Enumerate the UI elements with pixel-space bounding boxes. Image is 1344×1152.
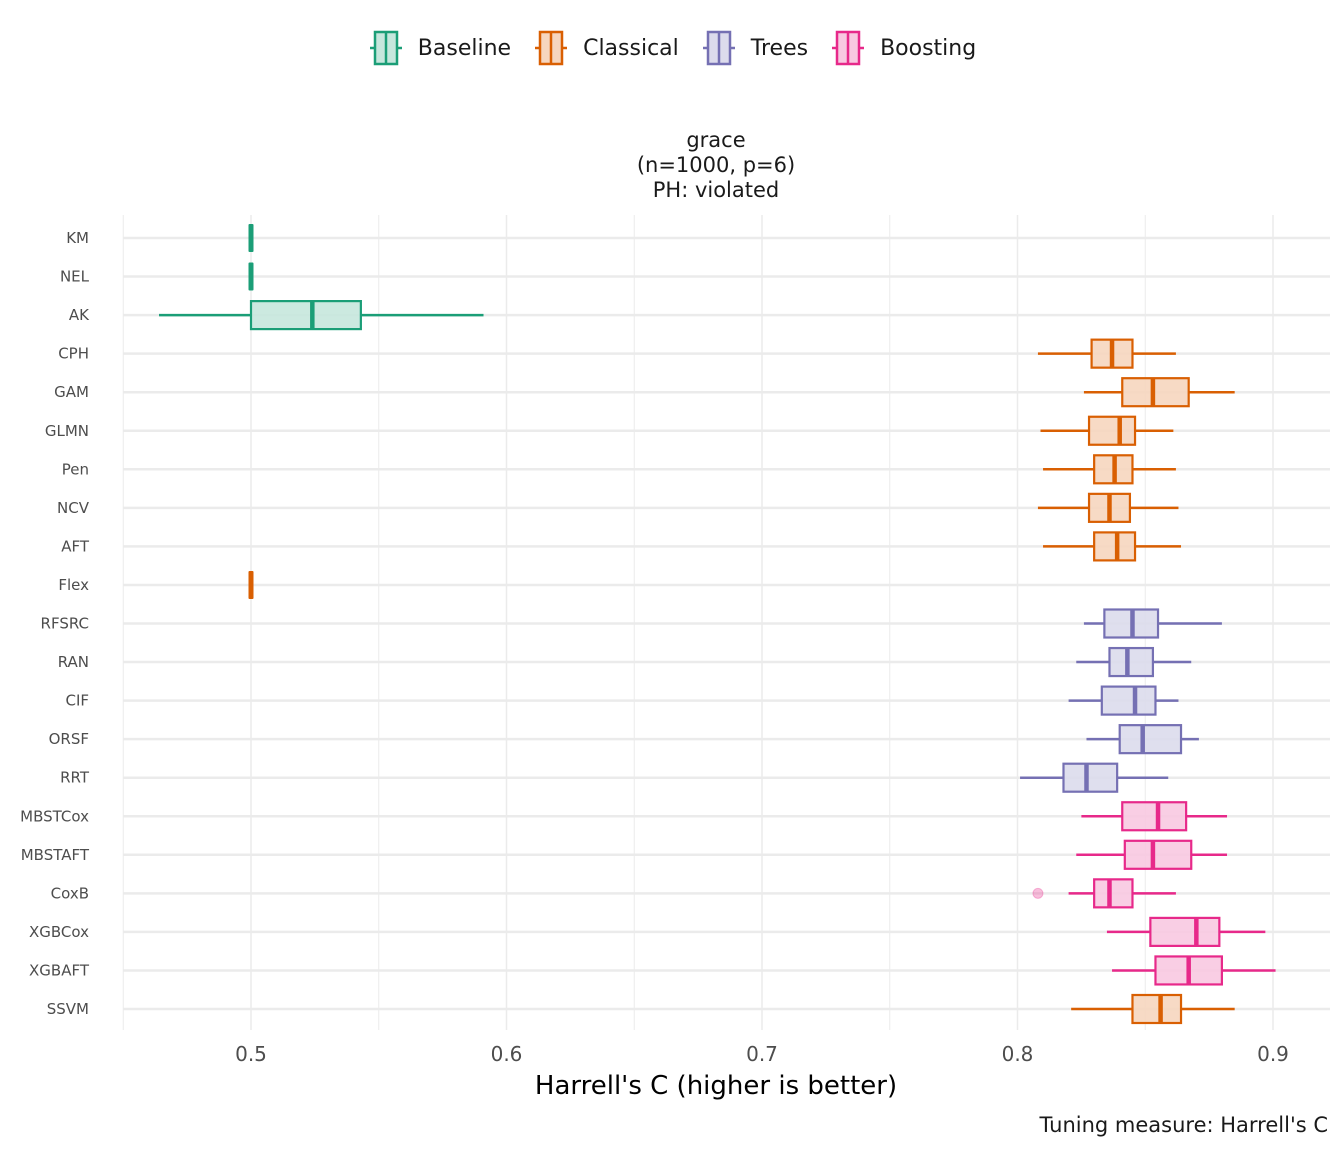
y-tick-label: CoxB	[51, 884, 89, 902]
x-tick-label: 0.6	[491, 1042, 523, 1066]
legend-item-boosting: Boosting	[830, 30, 976, 66]
y-tick-label: Flex	[58, 576, 89, 594]
y-tick-label: NCV	[57, 499, 90, 517]
x-tick-label: 0.7	[746, 1042, 778, 1066]
legend-label: Classical	[583, 35, 679, 61]
y-tick-label: Pen	[62, 460, 89, 478]
y-tick-label: SSVM	[47, 1000, 89, 1018]
iqr-box	[1123, 839, 1193, 870]
boxplot-mbstaft	[1076, 839, 1228, 870]
iqr-box	[1093, 531, 1137, 562]
median-line	[248, 224, 254, 252]
facet-strip-title: grace (n=1000, p=6) PH: violated	[100, 128, 1332, 203]
boxplot-glmn	[1040, 415, 1174, 446]
x-tick-label: 0.8	[1002, 1042, 1034, 1066]
y-tick-label: GLMN	[45, 422, 89, 440]
boxplot-xgbcox	[1106, 916, 1266, 948]
legend: Baseline Classical Trees Boosting	[0, 30, 1344, 66]
y-tick-label: AFT	[61, 537, 90, 555]
legend-item-trees: Trees	[701, 30, 808, 66]
iqr-box	[1131, 993, 1183, 1025]
boxplot-rfsrc	[1083, 608, 1222, 639]
boxplot-gam	[1083, 377, 1235, 408]
y-tick-label: XGBAFT	[29, 961, 90, 979]
y-tick-label: XGBCox	[29, 923, 89, 941]
boxplot-aft	[1043, 531, 1182, 562]
caption: Tuning measure: Harrell's C	[1039, 1113, 1328, 1137]
y-tick-label: ORSF	[49, 730, 89, 748]
boxplot-pen	[1043, 454, 1176, 485]
boxplot-coxb	[1032, 878, 1176, 909]
boxplot-cif	[1068, 685, 1179, 716]
outlier-point	[1032, 887, 1044, 899]
y-axis-labels: KM NEL AK CPH GAM GLMN Pen NCV AFT Flex RFSRC RAN CI…	[20, 229, 90, 1018]
iqr-box	[1062, 762, 1119, 793]
x-axis-title: Harrell's C (higher is better)	[535, 1071, 897, 1101]
iqr-box	[1121, 377, 1190, 408]
iqr-box	[1087, 415, 1137, 446]
legend-label: Baseline	[417, 35, 512, 61]
y-tick-label: RAN	[58, 653, 89, 671]
boxplot-flex	[248, 570, 254, 599]
iqr-box	[1118, 724, 1183, 755]
legend-item-classical: Classical	[533, 30, 679, 66]
legend-key-icon	[535, 30, 568, 66]
boxplot-ncv	[1037, 492, 1179, 523]
boxplot-mbstcox	[1081, 801, 1228, 832]
iqr-box	[1149, 916, 1221, 948]
boxplot-xgbaft	[1112, 955, 1276, 986]
boxplots	[159, 224, 1276, 1025]
strip-ph-status: PH: violated	[652, 178, 780, 202]
boxplot-km	[248, 224, 254, 252]
median-line	[248, 262, 254, 291]
y-tick-label: AK	[69, 306, 90, 324]
boxplot-cph	[1037, 338, 1176, 369]
boxplot-ssvm	[1071, 993, 1235, 1025]
y-tick-label: RRT	[60, 769, 90, 787]
x-axis-labels: 0.5 0.6 0.7 0.8 0.9	[235, 1042, 1289, 1066]
y-tick-label: RFSRC	[41, 615, 89, 633]
legend-key-icon	[832, 30, 865, 66]
legend-key-icon	[702, 30, 735, 66]
y-tick-label: MBSTCox	[20, 807, 89, 825]
legend-label: Boosting	[880, 35, 977, 61]
legend-item-baseline: Baseline	[368, 30, 511, 66]
legend-key-icon	[369, 30, 402, 66]
gridlines	[122, 215, 1330, 1030]
legend-label: Trees	[750, 35, 809, 61]
y-tick-label: NEL	[60, 268, 90, 286]
iqr-box	[1100, 685, 1157, 716]
x-tick-label: 0.5	[235, 1042, 267, 1066]
iqr-box	[1108, 646, 1155, 678]
boxplot-ran	[1076, 646, 1192, 678]
strip-dataset: grace	[686, 128, 746, 152]
x-tick-label: 0.9	[1257, 1042, 1289, 1066]
boxplot-ak	[159, 300, 484, 331]
y-tick-label: GAM	[54, 383, 89, 401]
boxplot-rrt	[1020, 762, 1169, 793]
boxplot-nel	[248, 262, 254, 291]
median-line	[248, 570, 254, 599]
strip-dimensions: (n=1000, p=6)	[636, 153, 796, 177]
y-tick-label: CIF	[65, 692, 89, 710]
y-tick-label: KM	[66, 229, 89, 247]
boxplot-orsf	[1086, 724, 1199, 755]
y-tick-label: MBSTAFT	[21, 846, 90, 864]
y-tick-label: CPH	[58, 345, 89, 363]
iqr-box	[1093, 878, 1134, 909]
iqr-box	[249, 300, 362, 331]
iqr-box	[1121, 801, 1188, 832]
